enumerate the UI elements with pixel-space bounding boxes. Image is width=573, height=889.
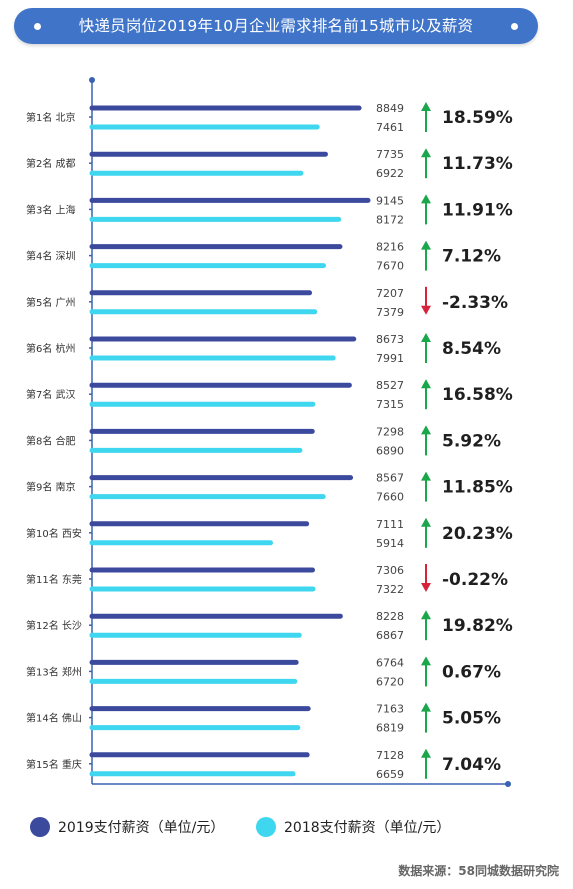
value-label-2019: 7128	[376, 749, 404, 762]
category-label: 第5名 广州	[26, 296, 76, 309]
value-label-2019: 8228	[376, 610, 404, 623]
value-label-2018: 7660	[376, 491, 404, 504]
value-label-2018: 6659	[376, 768, 404, 781]
legend-label-2018: 2018支付薪资（单位/元）	[284, 820, 451, 836]
y-axis-end-dot	[89, 77, 95, 83]
up-arrow-icon	[421, 610, 431, 620]
value-label-2019: 7735	[376, 148, 404, 161]
value-label-2019: 8567	[376, 472, 404, 485]
value-label-2019: 8216	[376, 241, 404, 254]
category-label: 第7名 武汉	[26, 388, 76, 401]
up-arrow-icon	[421, 379, 431, 389]
value-label-2018: 8172	[376, 213, 404, 226]
category-label: 第11名 东莞	[26, 573, 82, 586]
category-label: 第1名 北京	[26, 111, 76, 124]
category-label: 第12名 长沙	[26, 619, 82, 632]
up-arrow-icon	[421, 194, 431, 204]
category-label: 第9名 南京	[26, 481, 76, 494]
value-label-2018: 7991	[376, 352, 404, 365]
value-label-2018: 5914	[376, 537, 404, 550]
legend-item-2019: 2019支付薪资（单位/元）	[30, 816, 224, 838]
change-label: 11.91%	[442, 200, 513, 220]
up-arrow-icon	[421, 517, 431, 527]
value-label-2018: 7670	[376, 260, 404, 273]
category-label: 第6名 杭州	[26, 342, 76, 355]
value-label-2018: 6922	[376, 167, 404, 180]
title-banner: 快递员岗位2019年10月企业需求排名前15城市以及薪资	[14, 8, 538, 44]
chart-title: 快递员岗位2019年10月企业需求排名前15城市以及薪资	[78, 17, 474, 35]
value-label-2018: 7315	[376, 398, 404, 411]
up-arrow-icon	[421, 333, 431, 342]
category-label: 第13名 郑州	[26, 665, 82, 678]
value-label-2019: 7111	[376, 518, 404, 531]
category-label: 第3名 上海	[26, 203, 76, 216]
up-arrow-icon	[421, 471, 431, 481]
category-label: 第2名 成都	[26, 157, 76, 170]
value-label-2018: 6867	[376, 629, 404, 642]
change-label: -0.22%	[442, 570, 508, 590]
legend-swatch-2019	[30, 817, 50, 837]
change-label: 5.05%	[442, 709, 501, 729]
up-arrow-icon	[421, 240, 431, 250]
value-label-2019: 7298	[376, 425, 404, 438]
change-label: 11.85%	[442, 478, 513, 498]
value-label-2019: 7207	[376, 287, 404, 300]
data-source: 数据来源：58同城数据研究院	[398, 864, 559, 878]
up-arrow-icon	[421, 702, 431, 712]
up-arrow-icon	[421, 102, 431, 111]
change-label: 16.58%	[442, 385, 513, 405]
title-dot-right	[511, 23, 518, 30]
up-arrow-icon	[421, 148, 431, 158]
down-arrow-icon	[421, 583, 431, 592]
legend-label-2019: 2019支付薪资（单位/元）	[58, 820, 225, 836]
value-label-2018: 6890	[376, 444, 404, 457]
value-label-2019: 7163	[376, 703, 404, 716]
up-arrow-icon	[421, 748, 431, 758]
value-label-2018: 6720	[376, 675, 404, 688]
value-label-2019: 7306	[376, 564, 404, 577]
value-label-2018: 7322	[376, 583, 404, 596]
change-label: 11.73%	[442, 154, 513, 174]
title-dot-left	[34, 23, 41, 30]
x-axis-end-dot	[505, 781, 511, 787]
category-label: 第4名 深圳	[26, 250, 76, 263]
category-label: 第15名 重庆	[26, 758, 82, 771]
value-label-2019: 8849	[376, 102, 404, 115]
legend-item-2018: 2018支付薪资（单位/元）	[256, 816, 450, 838]
value-label-2019: 6764	[376, 656, 404, 669]
up-arrow-icon	[421, 656, 431, 666]
change-label: 18.59%	[442, 108, 513, 128]
value-label-2019: 8527	[376, 379, 404, 392]
up-arrow-icon	[421, 425, 431, 435]
change-label: -2.33%	[442, 293, 508, 313]
value-label-2019: 8673	[376, 333, 404, 346]
category-label: 第10名 西安	[26, 527, 82, 540]
legend-swatch-2018	[256, 817, 276, 837]
change-label: 19.82%	[442, 616, 513, 636]
down-arrow-icon	[421, 305, 431, 315]
change-label: 0.67%	[442, 662, 501, 682]
value-label-2018: 7461	[376, 121, 404, 134]
change-label: 20.23%	[442, 524, 513, 544]
change-label: 7.04%	[442, 755, 501, 775]
bar-chart: 第1名 北京 8849 7461 18.59% 第2名 成都 7735 6922 11.73%…	[26, 77, 513, 787]
change-label: 7.12%	[442, 247, 501, 267]
value-label-2019: 9145	[376, 194, 404, 207]
value-label-2018: 7379	[376, 306, 404, 319]
category-label: 第14名 佛山	[26, 712, 82, 725]
change-label: 5.92%	[442, 431, 501, 451]
change-label: 8.54%	[442, 339, 501, 359]
category-label: 第8名 合肥	[26, 434, 76, 447]
value-label-2018: 6819	[376, 722, 404, 735]
